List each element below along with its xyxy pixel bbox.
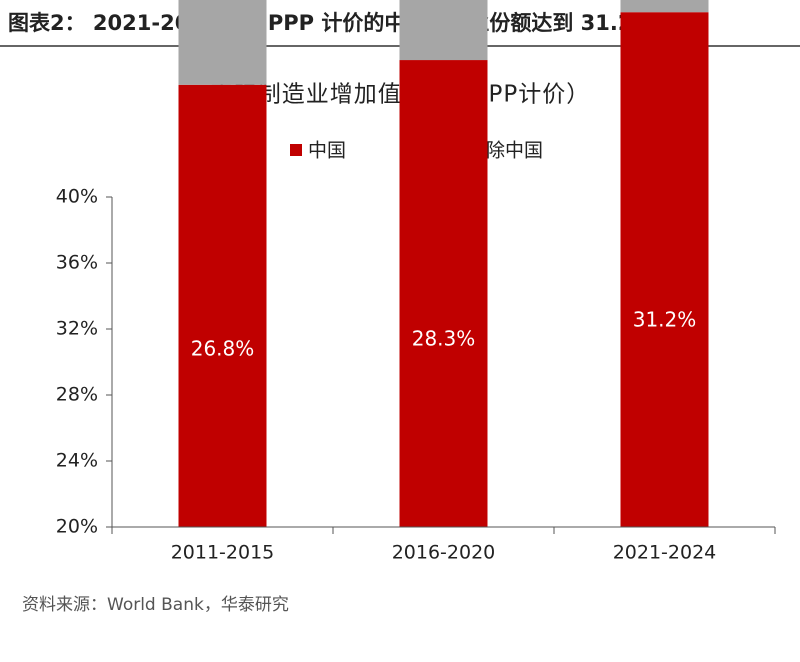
bar (178, 84, 267, 528)
y-tick-label: 36% (56, 252, 98, 274)
y-tick-label: 40% (56, 186, 98, 208)
x-tick-label: 2021-2024 (613, 542, 717, 564)
y-tick-label: 28% (56, 384, 98, 406)
y-tick-label: 20% (56, 516, 98, 538)
bar (399, 0, 488, 61)
value-label: 31.2% (633, 308, 697, 332)
y-tick-label: 32% (56, 318, 98, 340)
x-tick-label: 2016-2020 (392, 542, 496, 564)
legend-label: 中国 (308, 140, 346, 162)
value-label: 28.3% (412, 327, 476, 351)
bar (620, 0, 709, 13)
value-label: 26.8% (191, 337, 255, 361)
legend-swatch (290, 144, 302, 156)
source: 资料来源：World Bank，华泰研究 (22, 595, 289, 615)
x-tick-label: 2011-2015 (171, 542, 275, 564)
bar (620, 12, 709, 527)
bar (399, 60, 488, 528)
header: 图表2： 2021-2024 年，PPP 计价的中国制造业份额达到 31.2% (8, 11, 654, 35)
y-tick-label: 24% (56, 450, 98, 472)
bar (178, 0, 267, 85)
